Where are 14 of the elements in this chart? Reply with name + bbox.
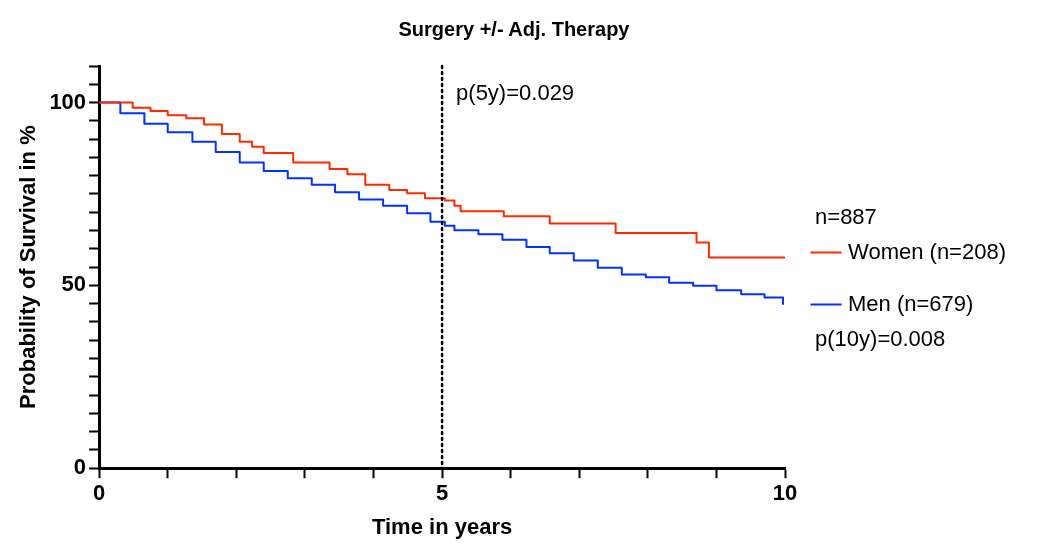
y-axis-title: Probability of Survival in % <box>15 125 41 409</box>
y-tick-label: 50 <box>61 271 87 297</box>
x-axis-title: Time in years <box>371 513 513 539</box>
x-tick-label: 10 <box>772 480 798 506</box>
chart-title: Surgery +/- Adj. Therapy <box>398 17 631 40</box>
x-tick-label: 5 <box>435 480 449 506</box>
ref-line-label: p(5y)=0.029 <box>456 80 575 106</box>
legend-label: Men (n=679) <box>848 290 974 316</box>
text: n=887 <box>815 203 877 229</box>
x-tick-label: 0 <box>92 480 106 506</box>
y-tick-label: 0 <box>73 454 87 480</box>
legend-label: Women (n=208) <box>848 238 1006 264</box>
text: p(10y)=0.008 <box>815 325 946 351</box>
y-tick-label: 100 <box>49 88 87 114</box>
